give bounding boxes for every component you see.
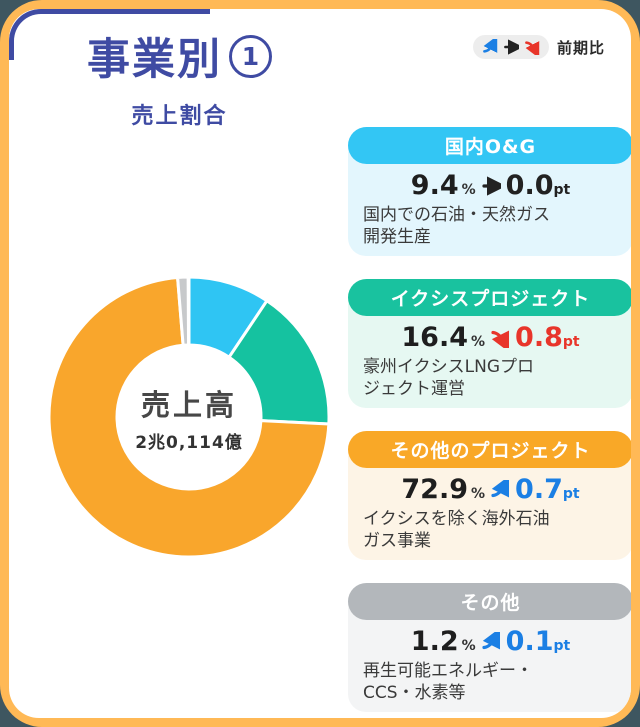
donut-slice xyxy=(176,275,191,347)
segment-percent-unit: % xyxy=(461,638,476,654)
trend-arrow-icon xyxy=(481,631,501,652)
segment-delta-value: 0.0 xyxy=(505,170,554,201)
segment-percent-value: 1.2 xyxy=(410,626,459,657)
trend-legend-label: 前期比 xyxy=(556,38,605,57)
trend-legend-pill xyxy=(472,35,549,59)
circled-number-icon: 1 xyxy=(229,34,272,78)
trend-arrow-icon xyxy=(490,328,510,348)
trend-down-arrow-icon xyxy=(524,39,540,55)
segment-percent-value: 16.4 xyxy=(401,322,469,353)
segment-percent-unit: % xyxy=(471,486,486,502)
segment-cards: 国内O&G 9.4 % 0.0 pt 国内での石油・天然ガス 開発生産 イクシス… xyxy=(348,127,631,712)
segment-card-content: 16.4 % 0.8 pt 豪州イクシスLNGプロ ジェクト運営 xyxy=(348,279,631,400)
segment-percent-unit: % xyxy=(471,334,486,350)
segment-delta-value: 0.1 xyxy=(505,626,554,657)
segment-description: 再生可能エネルギー・ CCS・水素等 xyxy=(363,661,533,704)
trend-arrow-icon xyxy=(490,479,510,500)
page-title: 事業別 1 xyxy=(87,25,272,87)
segment-delta-unit: pt xyxy=(562,334,580,350)
donut-slice xyxy=(47,275,331,559)
segment-value-line: 72.9 % 0.7 pt xyxy=(348,474,631,505)
segment-value-line: 1.2 % 0.1 pt xyxy=(348,626,631,657)
page-title-text: 事業別 xyxy=(87,35,222,85)
segment-percent-unit: % xyxy=(461,182,476,198)
page-card: 事業別 1 売上割合 前期比 売上高 2兆0,114億 国内O&G xyxy=(9,9,631,718)
header: 事業別 1 売上割合 xyxy=(87,25,272,130)
segment-delta-value: 0.7 xyxy=(515,474,563,505)
segment-card-header: その他のプロジェクト xyxy=(348,431,631,468)
segment-delta-value: 0.8 xyxy=(515,322,563,353)
segment-card-header: 国内O&G xyxy=(348,127,631,164)
segment-card-content: 72.9 % 0.7 pt イクシスを除く海外石油 ガス事業 xyxy=(348,431,631,552)
donut-chart-svg xyxy=(47,275,331,559)
segment-description: イクシスを除く海外石油 ガス事業 xyxy=(363,509,550,552)
segment-card: その他のプロジェクト 72.9 % 0.7 pt イクシスを除く海外石油 ガス事… xyxy=(348,431,631,560)
trend-up-arrow-icon xyxy=(482,39,498,55)
segment-delta-unit: pt xyxy=(553,638,571,654)
segment-card-header: その他 xyxy=(348,583,631,620)
segment-delta-unit: pt xyxy=(562,486,580,502)
segment-card: イクシスプロジェクト 16.4 % 0.8 pt 豪州イクシスLNGプロ ジェク… xyxy=(348,279,631,408)
segment-value-line: 9.4 % 0.0 pt xyxy=(348,170,631,201)
trend-legend: 前期比 xyxy=(472,35,605,59)
trend-arrow-icon xyxy=(481,175,501,196)
donut-chart: 売上高 2兆0,114億 xyxy=(43,271,335,563)
segment-value-line: 16.4 % 0.8 pt xyxy=(348,322,631,353)
segment-card: その他 1.2 % 0.1 pt 再生可能エネルギー・ CCS・水素等 xyxy=(348,583,631,712)
page-subtitle: 売上割合 xyxy=(131,104,228,129)
segment-card-content: 1.2 % 0.1 pt 再生可能エネルギー・ CCS・水素等 xyxy=(348,583,631,704)
segment-card-content: 9.4 % 0.0 pt 国内での石油・天然ガス 開発生産 xyxy=(348,127,631,248)
corner-accent-line xyxy=(9,9,210,60)
segment-delta-unit: pt xyxy=(553,182,571,198)
segment-card: 国内O&G 9.4 % 0.0 pt 国内での石油・天然ガス 開発生産 xyxy=(348,127,631,256)
segment-percent-value: 72.9 xyxy=(401,474,469,505)
trend-flat-arrow-icon xyxy=(503,39,519,55)
segment-description: 国内での石油・天然ガス 開発生産 xyxy=(363,205,550,248)
segment-percent-value: 9.4 xyxy=(410,170,459,201)
segment-card-header: イクシスプロジェクト xyxy=(348,279,631,316)
segment-description: 豪州イクシスLNGプロ ジェクト運営 xyxy=(363,357,535,400)
